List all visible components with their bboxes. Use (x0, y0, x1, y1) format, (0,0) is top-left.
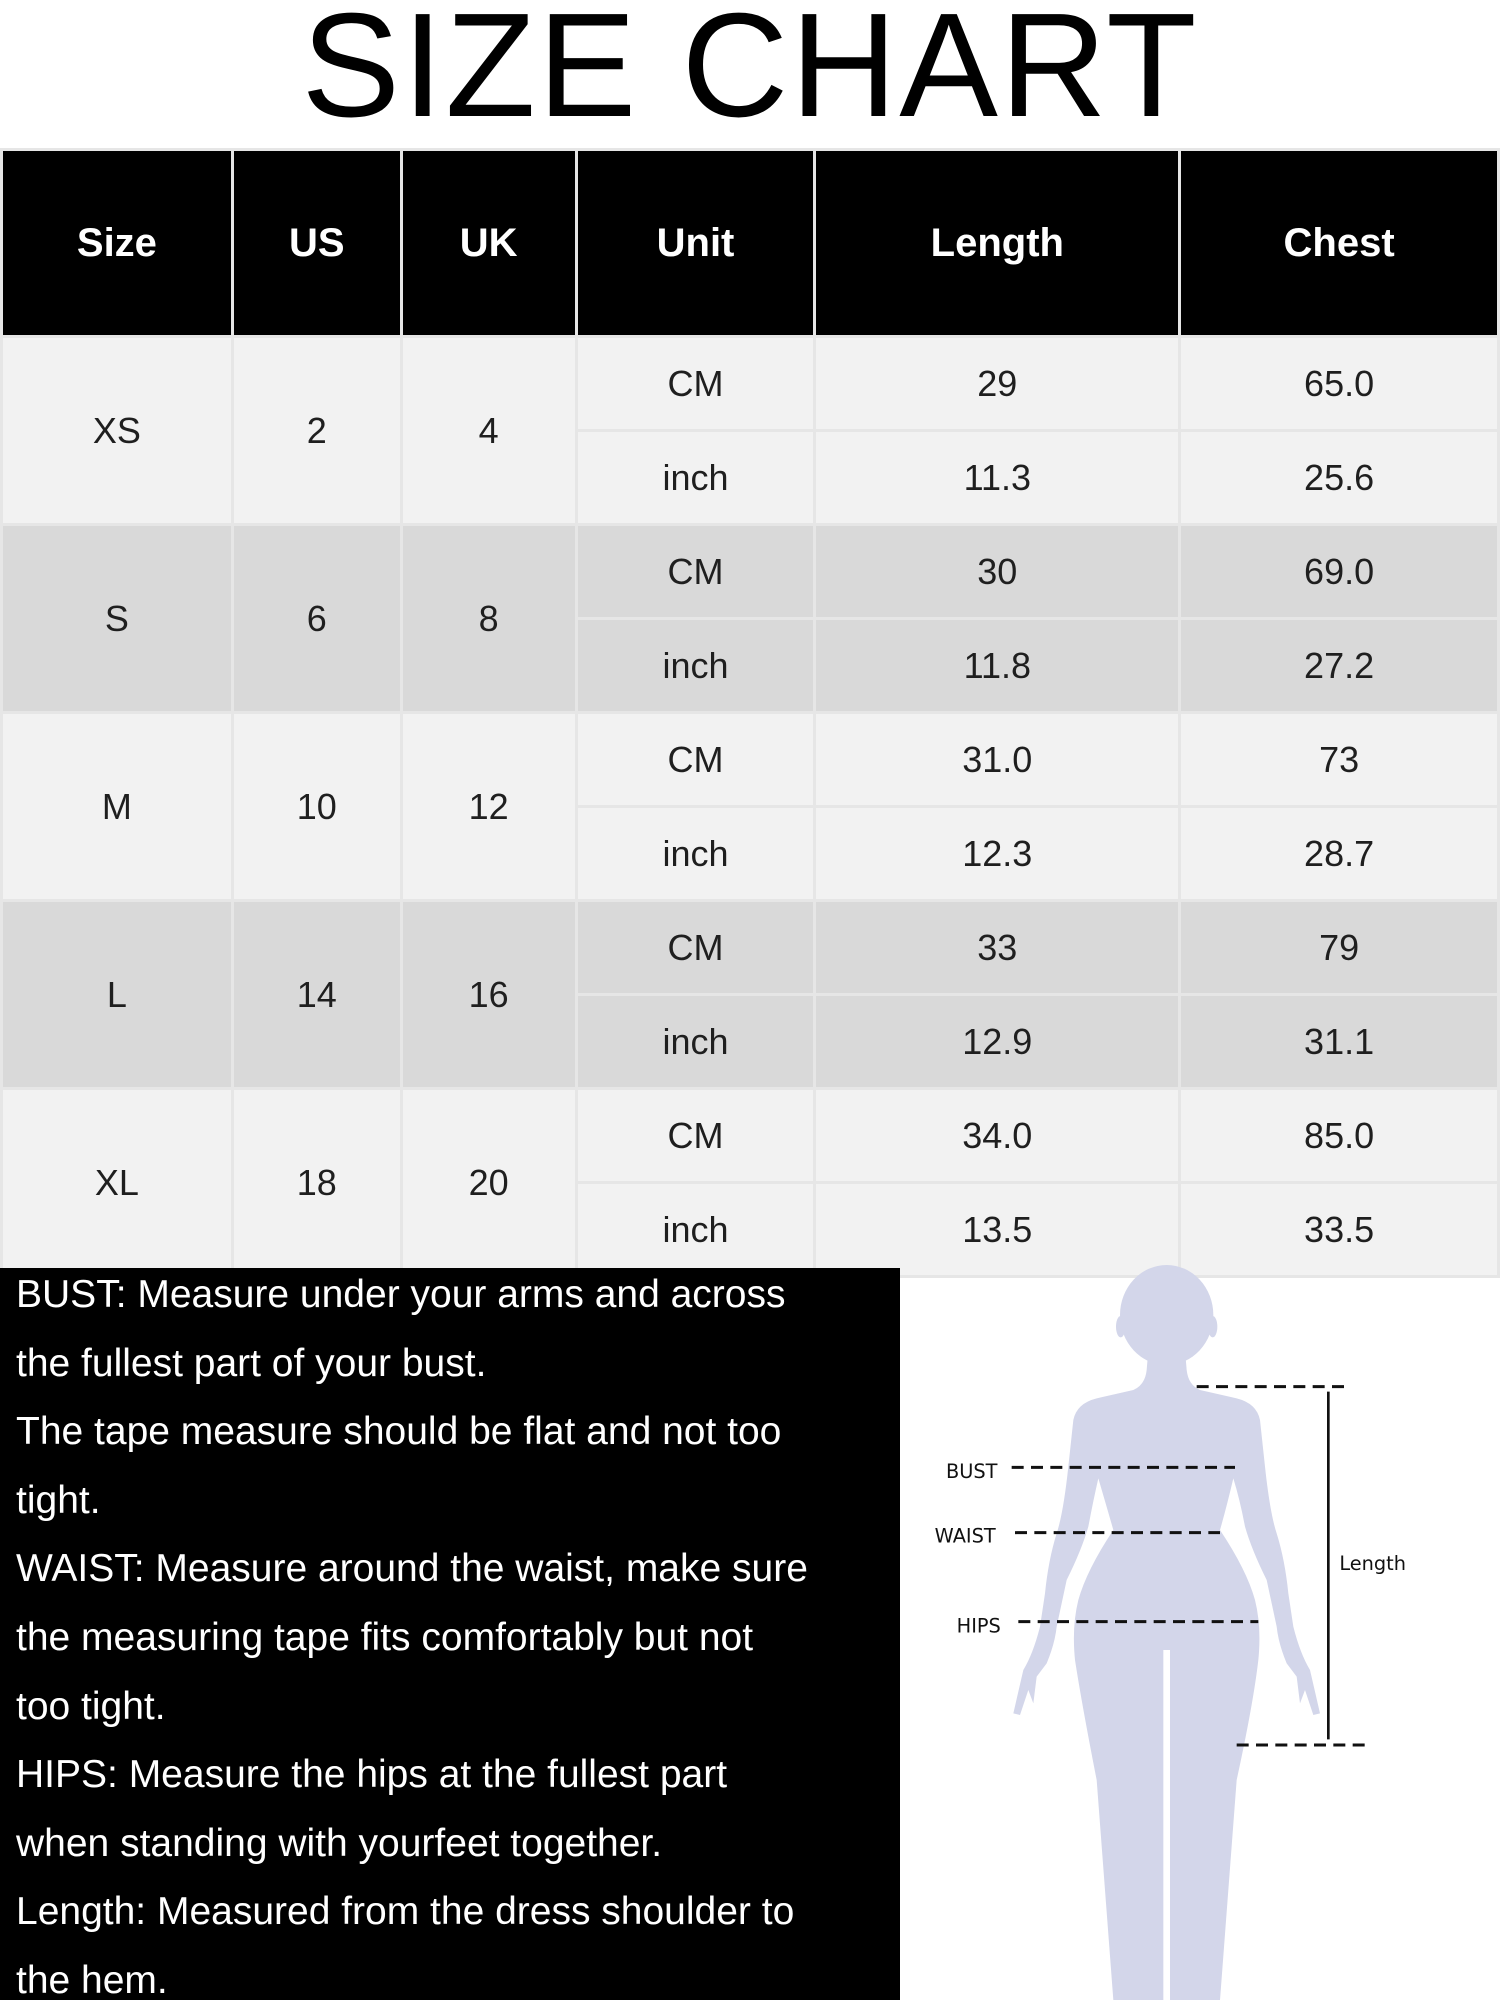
chest-cell: 25.6 (1181, 432, 1497, 523)
table-row: inch 11.8 27.2 (3, 620, 1497, 711)
header-chest: Chest (1181, 151, 1497, 335)
table-row: M 10 12 CM 31.0 73 (3, 714, 1497, 899)
unit-cell: CM (577, 1090, 814, 1181)
header-size: Size (3, 151, 231, 335)
instruction-line: the fullest part of your bust. (16, 1341, 487, 1385)
instruction-line: The tape measure should be flat and not … (16, 1410, 782, 1454)
length-cell: 12.9 (816, 996, 1179, 1087)
chest-cell: 28.7 (1181, 808, 1497, 899)
size-chart-table: Size US UK Unit Length Chest XS 2 4 CM 29 65.… (0, 148, 1500, 1278)
chest-cell: 27.2 (1181, 620, 1497, 711)
us-size-cell: 2 (233, 338, 400, 523)
instruction-line: Length: Measured from the dress shoulder… (16, 1890, 795, 1934)
us-size-cell: 6 (233, 526, 400, 711)
length-cell: 29 (816, 338, 1179, 429)
measurement-instructions: BUST: Measure under your arms and across… (0, 1268, 900, 2002)
size-cell: S (3, 526, 231, 711)
table-row: S 6 8 CM 30 69.0 (3, 526, 1497, 711)
length-label: Length (1339, 1552, 1406, 1575)
unit-cell: inch (577, 1184, 814, 1275)
chest-cell: 65.0 (1181, 338, 1497, 429)
chest-cell: 31.1 (1181, 996, 1497, 1087)
unit-cell: CM (577, 338, 814, 429)
us-size-cell: 14 (233, 902, 400, 1087)
table-row: XL 18 20 CM 34.0 85.0 (3, 1090, 1497, 1275)
us-size-cell: 18 (233, 1090, 400, 1275)
length-cell: 30 (816, 526, 1179, 617)
bust-label: BUST (946, 1460, 998, 1483)
table-row: inch 11.3 25.6 (3, 432, 1497, 523)
length-cell: 33 (816, 902, 1179, 993)
chest-cell: 85.0 (1181, 1090, 1497, 1181)
size-cell: L (3, 902, 231, 1087)
chest-cell: 73 (1181, 714, 1497, 805)
body-silhouette (1013, 1265, 1320, 2000)
page-title: SIZE CHART (301, 0, 1199, 148)
instruction-line: HIPS: Measure the hips at the fullest pa… (16, 1753, 728, 1797)
size-cell: XL (3, 1090, 231, 1275)
table-row: XS 2 4 CM 29 65.0 (3, 338, 1497, 523)
uk-size-cell: 4 (402, 338, 575, 523)
header-length: Length (816, 151, 1179, 335)
instruction-line: the measuring tape fits comfortably but … (16, 1616, 754, 1659)
instruction-line: when standing with yourfeet together. (16, 1821, 663, 1865)
length-cell: 31.0 (816, 714, 1179, 805)
hips-label: HIPS (957, 1615, 1001, 1638)
chest-cell: 33.5 (1181, 1184, 1497, 1275)
waist-label: WAIST (935, 1525, 996, 1548)
header-uk: UK (402, 151, 575, 335)
uk-size-cell: 16 (402, 902, 575, 1087)
unit-cell: inch (577, 432, 814, 523)
unit-cell: CM (577, 714, 814, 805)
uk-size-cell: 8 (402, 526, 575, 711)
header-us: US (233, 151, 400, 335)
table-row: L 14 16 CM 33 79 (3, 902, 1497, 1087)
size-cell: XS (3, 338, 231, 523)
us-size-cell: 10 (233, 714, 400, 899)
table-row: inch 13.5 33.5 (3, 1184, 1497, 1275)
uk-size-cell: 12 (402, 714, 575, 899)
unit-cell: CM (577, 526, 814, 617)
length-cell: 12.3 (816, 808, 1179, 899)
table-header-row: Size US UK Unit Length Chest (3, 151, 1497, 335)
unit-cell: CM (577, 902, 814, 993)
length-cell: 34.0 (816, 1090, 1179, 1181)
body-measurement-diagram: BUST WAIST HIPS Length (935, 1265, 1406, 2000)
size-cell: M (3, 714, 231, 899)
table-row: inch 12.9 31.1 (3, 996, 1497, 1087)
unit-cell: inch (577, 620, 814, 711)
chest-cell: 79 (1181, 902, 1497, 993)
uk-size-cell: 20 (402, 1090, 575, 1275)
length-cell: 13.5 (816, 1184, 1179, 1275)
table-row: inch 12.3 28.7 (3, 808, 1497, 899)
length-cell: 11.3 (816, 432, 1179, 523)
instruction-line: the hem. (16, 1959, 168, 2002)
unit-cell: inch (577, 808, 814, 899)
length-cell: 11.8 (816, 620, 1179, 711)
instruction-line: tight. (16, 1478, 101, 1522)
instruction-line: WAIST: Measure around the waist, make su… (16, 1547, 808, 1591)
unit-cell: inch (577, 996, 814, 1087)
header-unit: Unit (577, 151, 814, 335)
chest-cell: 69.0 (1181, 526, 1497, 617)
instruction-line: BUST: Measure under your arms and across (16, 1273, 786, 1316)
instruction-line: too tight. (16, 1684, 166, 1728)
